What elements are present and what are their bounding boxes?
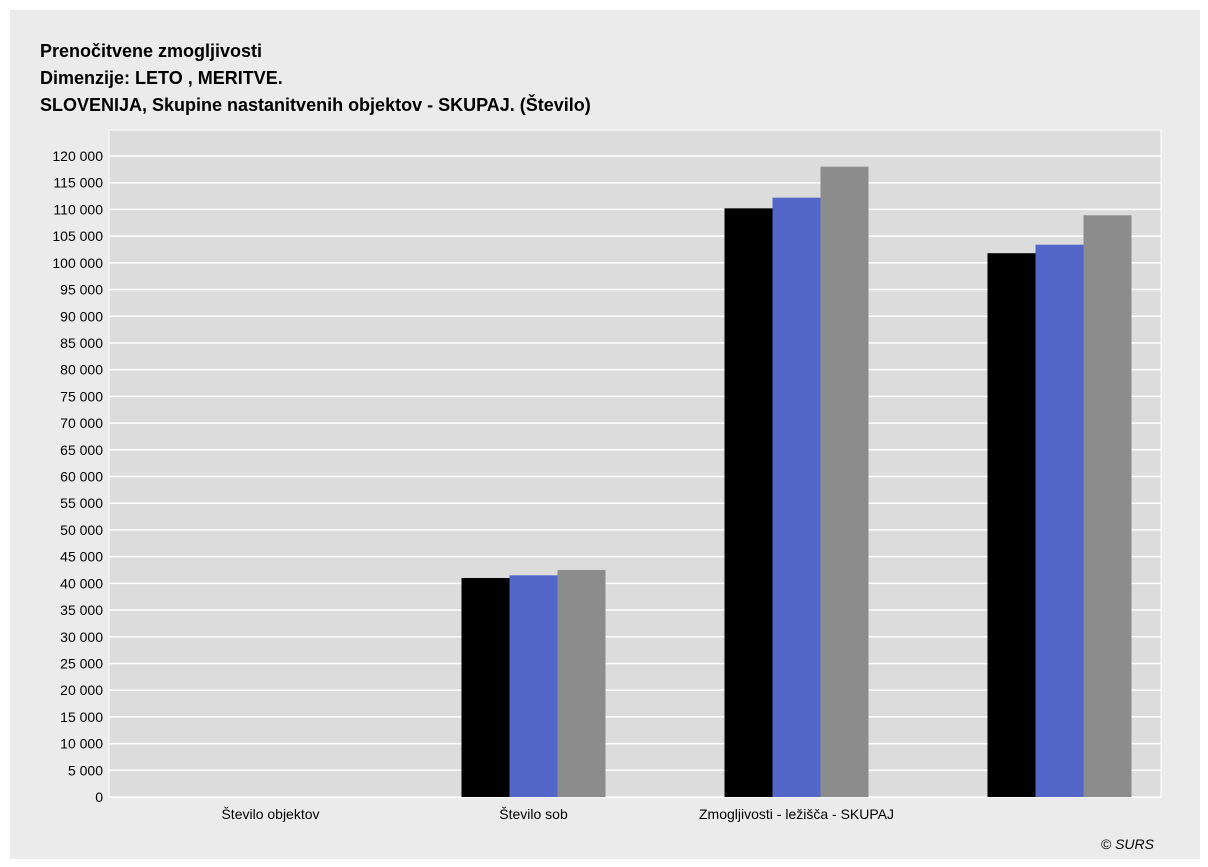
y-tick-label: 85 000: [60, 335, 103, 351]
y-tick-label: 75 000: [60, 388, 103, 404]
y-tick-label: 55 000: [60, 495, 103, 511]
y-tick-label: 5 000: [68, 762, 103, 778]
y-tick-label: 65 000: [60, 442, 103, 458]
bar: [724, 208, 773, 797]
x-tick-label: Število sob: [499, 806, 568, 822]
y-tick-label: 105 000: [52, 228, 103, 244]
y-tick-label: 15 000: [60, 709, 103, 725]
y-tick-label: 20 000: [60, 682, 103, 698]
y-tick-label: 35 000: [60, 602, 103, 618]
chart-title: Prenočitvene zmogljivosti Dimenzije: LET…: [40, 38, 591, 119]
chart-title-line-2: Dimenzije: LETO , MERITVE.: [40, 68, 283, 88]
y-tick-label: 80 000: [60, 362, 103, 378]
bar: [557, 569, 606, 797]
bar: [1035, 244, 1084, 798]
y-tick-label: 100 000: [52, 255, 103, 271]
bar: [1083, 215, 1132, 798]
y-tick-label: 90 000: [60, 308, 103, 324]
bar: [509, 575, 558, 797]
y-tick-label: 115 000: [53, 175, 103, 191]
y-tick-label: 120 000: [52, 148, 103, 164]
chart-title-line-1: Prenočitvene zmogljivosti: [40, 41, 263, 61]
y-tick-label: 0: [95, 789, 103, 805]
plot-area: [108, 129, 1162, 798]
bar: [987, 253, 1036, 798]
chart-title-line-3: SLOVENIJA, Skupine nastanitvenih objekto…: [40, 95, 591, 115]
y-tick-label: 30 000: [60, 629, 103, 645]
y-tick-label: 40 000: [60, 575, 103, 591]
x-tick-label: Zmogljivosti - ležišča - SKUPAJ: [699, 806, 894, 822]
y-tick-label: 25 000: [60, 655, 103, 671]
copyright-note: © SURS: [1100, 836, 1154, 852]
y-tick-label: 60 000: [60, 469, 103, 485]
x-tick-label: Število objektov: [221, 806, 319, 822]
y-tick-label: 10 000: [60, 736, 103, 752]
bar: [772, 197, 821, 798]
y-tick-label: 95 000: [60, 282, 103, 298]
y-tick-label: 70 000: [60, 415, 103, 431]
y-tick-label: 110 000: [53, 201, 103, 217]
y-tick-label: 45 000: [60, 549, 103, 565]
bar: [461, 577, 510, 797]
y-tick-label: 50 000: [60, 522, 103, 538]
bar: [820, 166, 869, 797]
